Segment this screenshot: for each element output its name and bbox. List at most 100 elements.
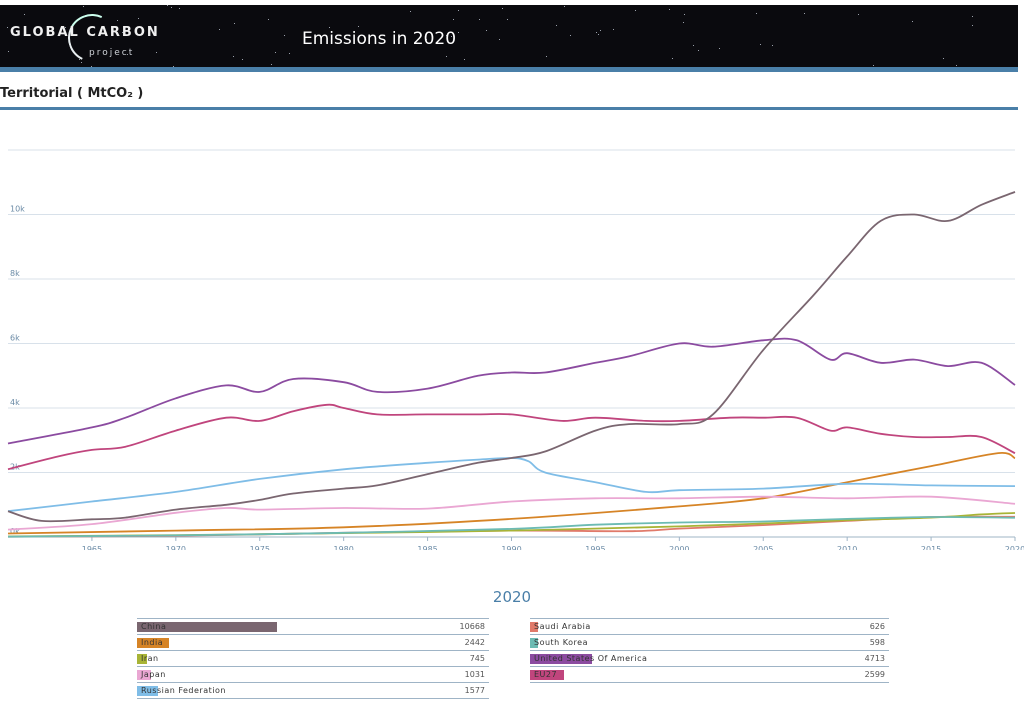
legend-country-name: Saudi Arabia [534, 622, 591, 631]
legend-country-name: Russian Federation [141, 686, 226, 695]
x-tick-label: 1990 [501, 545, 521, 550]
legend-country-name: South Korea [534, 638, 588, 647]
star-dot [446, 35, 447, 36]
star-dot [79, 59, 80, 60]
legend-value: 598 [869, 638, 885, 647]
series-line-south-korea [7, 516, 1016, 538]
legend-country-name: Japan [141, 670, 166, 679]
legend-value: 1577 [464, 686, 485, 695]
x-tick-label: 2015 [921, 545, 941, 550]
logo-subtext: project [89, 48, 135, 58]
x-tick-label: 1995 [585, 545, 605, 550]
star-dot [507, 19, 508, 20]
star-dot [410, 11, 411, 12]
star-dot [912, 21, 913, 22]
star-dot [171, 7, 172, 8]
star-dot [167, 5, 168, 6]
star-dot [156, 52, 157, 53]
legend-value: 745 [469, 654, 485, 663]
star-dot [284, 35, 285, 36]
legend-row-russian-federation[interactable]: Russian Federation 1577 [137, 682, 489, 699]
legend-row-china[interactable]: China 10668 [137, 618, 489, 634]
star-dot [81, 62, 82, 63]
star-dot [858, 14, 859, 15]
series-line-india [7, 452, 1016, 535]
star-dot [698, 50, 699, 51]
legend-year: 2020 [492, 588, 532, 606]
star-dot [546, 56, 547, 57]
series-line-eu27 [7, 403, 1016, 471]
legend-country-name: China [141, 622, 167, 631]
page-title: Emissions in 2020 [302, 29, 457, 49]
star-dot [600, 30, 601, 31]
star-dot [756, 13, 757, 14]
star-dot [570, 35, 571, 36]
star-dot [479, 19, 480, 20]
section-title: Territorial ( MtCO₂ ) [0, 86, 144, 101]
star-dot [613, 29, 614, 30]
star-dot [24, 14, 25, 15]
star-dot [234, 23, 235, 24]
series-line-japan [7, 495, 1016, 531]
legend-value: 4713 [864, 654, 885, 663]
legend-row-south-korea[interactable]: South Korea 598 [530, 634, 889, 650]
star-dot [275, 52, 276, 53]
star-dot [458, 32, 459, 33]
header-divider [0, 67, 1018, 72]
star-dot [719, 48, 720, 49]
star-dot [635, 10, 636, 11]
x-tick-label: 2005 [753, 545, 773, 550]
star-dot [219, 29, 220, 30]
star-dot [242, 59, 243, 60]
legend-value-bar [530, 638, 538, 648]
x-tick-label: 2010 [837, 545, 857, 550]
series-line-russian-federation [7, 457, 1016, 513]
star-dot [598, 34, 599, 35]
legend-value-bar [137, 622, 277, 632]
star-dot [760, 44, 761, 45]
legend-row-india[interactable]: India 2442 [137, 634, 489, 650]
legend-value-bar [137, 686, 158, 696]
legend-left-column: China 10668 India 2442 Iran 745 Japan 1031 Russi… [137, 618, 489, 699]
star-dot [451, 36, 452, 37]
star-dot [556, 25, 557, 26]
star-dot [464, 59, 465, 60]
star-dot [48, 30, 49, 31]
legend-row-saudi-arabia[interactable]: Saudi Arabia 626 [530, 618, 889, 634]
star-dot [458, 10, 459, 11]
star-dot [672, 58, 673, 59]
star-dot [127, 54, 128, 55]
legend-row-japan[interactable]: Japan 1031 [137, 666, 489, 682]
star-dot [358, 26, 359, 27]
legend-value-bar [137, 670, 151, 680]
legend-country-name: Iran [141, 654, 159, 663]
header-banner: GLOBAL CARBON project Emissions in 2020 [0, 5, 1018, 67]
star-dot [683, 22, 684, 23]
star-dot [179, 8, 180, 9]
legend-value-bar [137, 638, 170, 648]
legend-country-name: India [141, 638, 164, 647]
y-tick-label: 6k [10, 334, 20, 343]
legend-value-bar [137, 654, 147, 664]
star-dot [772, 45, 773, 46]
legend-row-iran[interactable]: Iran 745 [137, 650, 489, 666]
legend-row-eu27[interactable]: EU27 2599 [530, 666, 889, 683]
legend-right-column: Saudi Arabia 626 South Korea 598 United Stat… [530, 618, 889, 683]
legend-row-united-states-of-america[interactable]: United States Of America 4713 [530, 650, 889, 666]
x-tick-label: 1985 [417, 545, 437, 550]
star-dot [8, 51, 9, 52]
x-tick-label: 1980 [333, 545, 353, 550]
star-dot [873, 65, 874, 66]
legend-value-bar [530, 622, 539, 632]
legend-country-name: EU27 [534, 670, 558, 679]
star-dot [684, 14, 685, 15]
star-dot [426, 39, 427, 40]
legend-value-bar [530, 670, 565, 680]
logo-text: GLOBAL CARBON [10, 25, 160, 40]
star-dot [117, 20, 118, 21]
star-dot [596, 32, 597, 33]
star-dot [7, 27, 8, 28]
star-dot [972, 16, 973, 17]
section-divider [0, 107, 1018, 110]
